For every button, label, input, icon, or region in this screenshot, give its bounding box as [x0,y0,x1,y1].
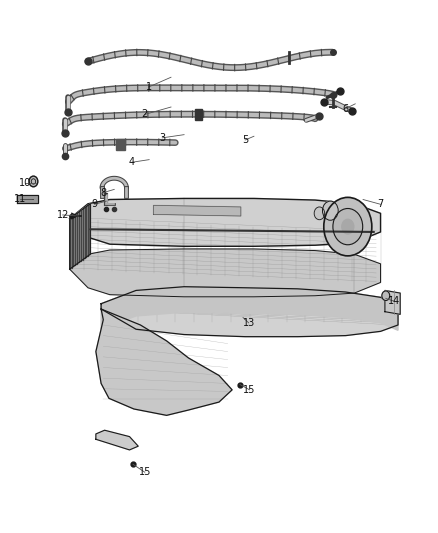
Text: 8: 8 [100,188,106,198]
Circle shape [324,197,372,256]
Polygon shape [101,287,398,337]
Text: 12: 12 [57,210,69,220]
Polygon shape [96,309,232,415]
Text: 4: 4 [129,157,135,167]
Text: 9: 9 [92,199,98,209]
Polygon shape [17,195,38,203]
Polygon shape [385,290,400,314]
Text: 5: 5 [242,135,248,145]
Circle shape [314,207,325,220]
Text: 15: 15 [244,385,256,395]
Text: 14: 14 [388,296,400,306]
Circle shape [382,291,390,301]
Text: 13: 13 [243,318,255,328]
Polygon shape [153,205,241,216]
Text: 1: 1 [146,82,152,92]
Polygon shape [117,139,125,150]
Text: 15: 15 [138,467,151,477]
Circle shape [322,201,338,220]
Text: 6: 6 [343,103,349,114]
Polygon shape [70,254,90,269]
Polygon shape [70,249,381,297]
Text: 7: 7 [378,199,384,209]
Circle shape [333,208,363,245]
Circle shape [29,176,38,187]
Polygon shape [96,430,138,450]
Text: 3: 3 [159,133,165,143]
Text: 11: 11 [14,194,26,204]
Polygon shape [101,287,398,330]
Polygon shape [70,204,90,219]
Polygon shape [195,109,202,119]
Text: 2: 2 [141,109,148,119]
Circle shape [342,219,354,234]
Polygon shape [70,204,90,269]
Polygon shape [70,198,381,246]
Text: 10: 10 [18,177,31,188]
